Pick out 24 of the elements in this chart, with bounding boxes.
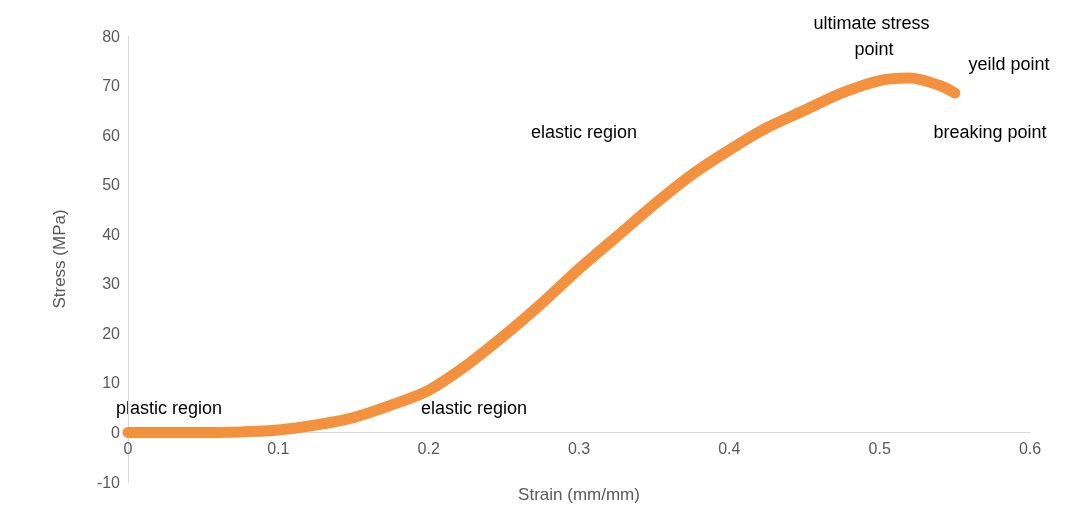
y-axis-title: Stress (MPa) <box>50 209 69 309</box>
x-axis-title: Strain (mm/mm) <box>518 485 640 505</box>
annotation: breaking point <box>933 122 1047 142</box>
x-tick-label: 0.1 <box>267 439 290 457</box>
y-tick-label: 50 <box>102 176 121 194</box>
x-tick-label: 0.5 <box>868 439 891 457</box>
x-tick-label: 0 <box>123 439 133 457</box>
y-tick-label: -10 <box>96 473 121 491</box>
y-tick-label: 10 <box>102 374 121 392</box>
y-tick-label: 0 <box>111 423 121 441</box>
annotation: elastic region <box>420 398 528 418</box>
annotation: elastic region <box>530 122 638 142</box>
x-tick-label: 0.2 <box>417 439 440 457</box>
x-tick-label: 0.4 <box>718 439 741 457</box>
annotation: ultimate stress point <box>813 13 935 59</box>
x-tick-label: 0.6 <box>1018 439 1042 457</box>
y-tick-label: 70 <box>102 77 121 95</box>
y-tick-label: 20 <box>102 324 121 342</box>
annotation: yeild point <box>968 54 1050 74</box>
y-tick-label: 30 <box>102 275 121 293</box>
x-tick-label: 0.3 <box>567 439 591 457</box>
y-tick-label: 80 <box>102 27 121 45</box>
y-tick-label: 60 <box>102 126 121 144</box>
y-tick-label: 40 <box>102 225 121 243</box>
